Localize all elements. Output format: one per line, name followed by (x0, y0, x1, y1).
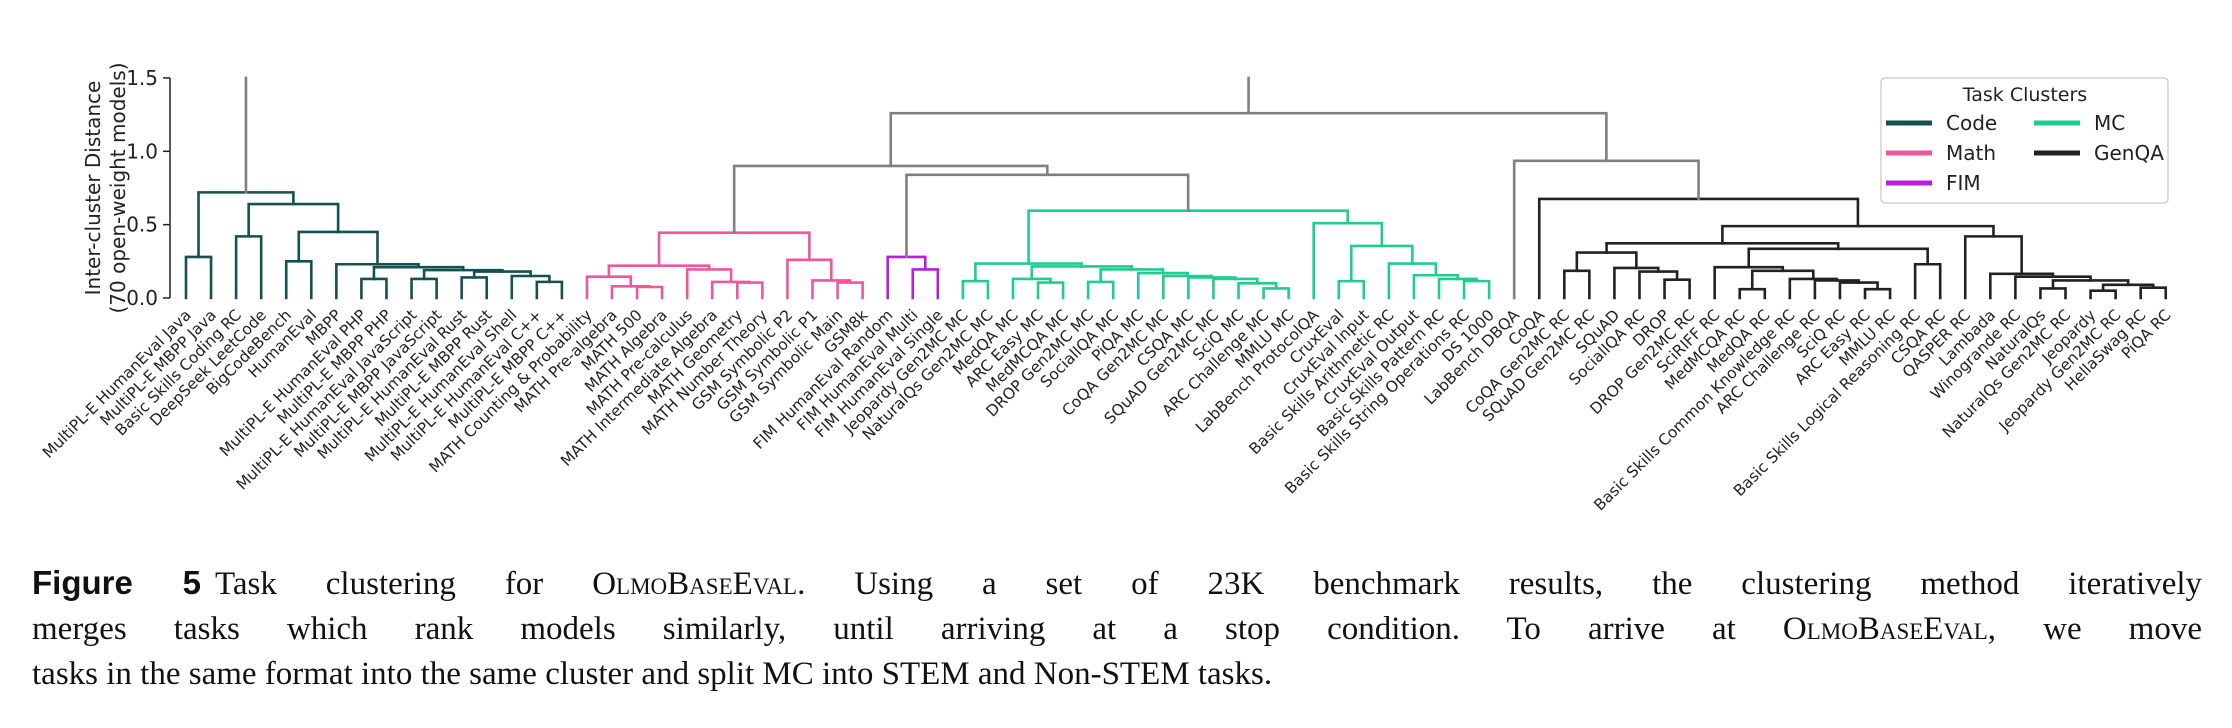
dendrogram-link-genqa (1863, 287, 1892, 300)
dendrogram-link-mc (1312, 221, 1384, 300)
dendrogram-link-genqa (1963, 235, 2023, 300)
caption-text: . Using a set of 23K benchmark results, … (797, 566, 2203, 602)
dendrogram-link-genqa (1638, 270, 1679, 300)
dendrogram-link-mc (1187, 276, 1237, 300)
dendrogram-link-genqa (1663, 278, 1691, 300)
dendrogram-link-code (197, 191, 295, 259)
dendrogram-link-mc (961, 279, 990, 300)
dendrogram-link-code (297, 230, 379, 266)
dendrogram-link-code (335, 262, 420, 300)
caption-text: tasks in the same format into the same c… (32, 656, 1273, 692)
dendrogram-link-math (710, 280, 752, 300)
dendrogram-chart: 0.0 0.5 1.0 1.5 Inter-cluster Distance (70 … (39, 62, 2174, 514)
caption-line-2: merges tasks which rank models similarly… (32, 607, 2202, 652)
dendrogram-link-genqa (1563, 269, 1591, 300)
dendrogram-link-mc (1027, 209, 1350, 265)
dendrogram-link-merge (889, 111, 1608, 168)
dendrogram-link-code (284, 260, 313, 300)
legend-label-genqa: GenQA (2094, 141, 2164, 165)
dendrogram-link-genqa (1788, 277, 1839, 300)
dendrogram-link-genqa (1738, 287, 1767, 300)
figure-label: Figure 5 (32, 564, 202, 601)
dendrogram-link-mc (1337, 279, 1366, 300)
dendrogram-link-fim (911, 268, 940, 300)
dendrogram-link-mc (1036, 281, 1065, 300)
legend-label-mc: MC (2094, 111, 2125, 135)
legend-label-math: Math (1946, 141, 1996, 165)
benchmark-name: OlmoBaseEval (592, 566, 798, 602)
caption-text: , we move (1987, 611, 2202, 647)
figure-caption: Figure 5 Task clustering for OlmoBaseEval… (32, 560, 2202, 697)
y-tick-label: 0.0 (126, 286, 158, 310)
caption-line-1: Figure 5 Task clustering for OlmoBaseEval… (32, 560, 2202, 607)
dendrogram-link-math (685, 268, 733, 300)
dendrogram-link-genqa (1913, 262, 1942, 300)
dendrogram-link-code (535, 280, 564, 300)
dendrogram-link-mc (1086, 280, 1115, 300)
y-axis: 0.0 0.5 1.0 1.5 (126, 66, 171, 310)
dendrogram-link-code (360, 277, 388, 300)
legend-label-fim: FIM (1946, 171, 1981, 195)
caption-text: Task clustering for (215, 566, 593, 602)
y-tick-label: 0.5 (126, 213, 158, 237)
legend: Task Clusters Code Math FIM MC GenQA (1880, 77, 2169, 204)
caption-line-3: tasks in the same format into the same c… (32, 652, 2202, 697)
dendrogram-link-mc (1237, 282, 1278, 300)
legend-box (1880, 77, 2169, 204)
legend-label-code: Code (1946, 111, 1997, 135)
y-tick-label: 1.0 (126, 139, 158, 163)
legend-title: Task Clusters (1962, 84, 2087, 106)
dendrogram-link-math (607, 264, 711, 279)
dendrogram-link-mc (1212, 277, 1259, 300)
benchmark-name: OlmoBaseEval (1782, 611, 1988, 647)
dendrogram-link-merge (244, 76, 1250, 194)
dendrogram-link-math (786, 258, 833, 300)
dendrogram-link-mc (1099, 268, 1165, 284)
dendrogram-link-genqa (1747, 247, 1929, 269)
dendrogram-link-fim (886, 255, 927, 300)
dendrogram-link-genqa (2139, 286, 2168, 300)
dendrogram-link-code (460, 276, 489, 300)
dendrogram-link-code (410, 277, 438, 300)
dendrogram-link-code (510, 274, 551, 300)
dendrogram-link-math (635, 285, 664, 300)
dendrogram-link-code (234, 235, 263, 300)
y-tick-label: 1.5 (126, 66, 158, 90)
dendrogram-link-math (836, 281, 864, 300)
y-axis-title-line1: Inter-cluster Distance (81, 81, 105, 296)
dendrogram-links (184, 76, 2168, 300)
dendrogram-link-merge (905, 173, 1190, 259)
dendrogram-link-genqa (1721, 224, 1995, 245)
dendrogram-link-mc (1262, 287, 1290, 300)
dendrogram-link-merge (1512, 159, 1700, 300)
dendrogram-link-mc (1462, 279, 1491, 300)
dendrogram-link-code (184, 255, 213, 300)
dendrogram-link-genqa (2039, 287, 2067, 300)
dendrogram-link-math (736, 281, 764, 300)
caption-text: merges tasks which rank models similarly… (32, 611, 1783, 647)
dendrogram-link-mc (1387, 262, 1438, 300)
y-axis-title-line2: (70 open-weight models) (106, 62, 130, 313)
